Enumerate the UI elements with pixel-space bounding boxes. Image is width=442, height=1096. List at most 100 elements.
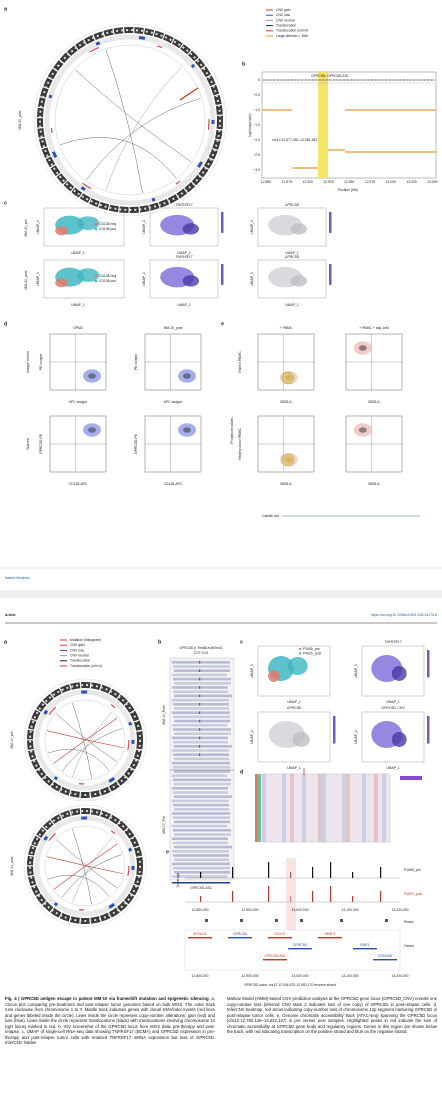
y-axis-label: PE isotype [134,354,138,370]
gene-title: TNFRSF17 [384,640,401,644]
read [172,787,228,790]
gene-title: GPRC5D_CNV [381,706,405,710]
x-axis-label: UMAP_1 [386,766,400,770]
plot-frame [43,259,125,299]
y-axis-label: PE isotype [39,354,43,370]
row-label: MM-20_post [24,271,28,290]
read [172,875,227,878]
heatmap-column [310,774,314,842]
x-axis-label: UMAP_1 [285,303,299,307]
translocation [75,69,192,162]
gene-title: TNFRSF17 [175,203,192,207]
coverage-peak [200,872,202,878]
panel-letter: b [242,61,246,67]
legend-label: CNV gain [70,643,85,647]
y-axis-label: GPRC5D-PE [134,433,138,454]
doi-link[interactable]: https://doi.org/10.1038/s41591-025-04175… [371,613,437,617]
read [172,673,227,677]
y-axis-label: UMAP_2 [250,220,254,234]
heatmap-column [278,774,282,842]
colorbar [221,212,224,233]
legend-label: CNV neutral [70,653,89,657]
inner-ring [44,825,126,907]
figure-graphics [0,23,442,971]
locus-label: GPRC5D locus: chr12 12,946,575-12,952,17… [244,983,336,987]
row-label: Healthy donor PBMC [238,428,242,460]
plot-frame [257,207,327,247]
read [172,837,228,840]
plot-frame [257,645,331,697]
legend-label: P1695_pre [303,647,320,651]
side-label: MM-20_post [18,111,22,130]
legend-label: CD138 pos [99,279,116,283]
coverage-peak [312,867,314,878]
gene-label: CDKN1B [378,954,392,958]
read [172,799,229,803]
gene-label: DDX47 [275,932,286,936]
heatmap-column [374,774,378,842]
y-axis-label: UMAP_2 [36,272,40,286]
peak [205,919,208,922]
plot-title: GPRC5D, GPRC5D-AS1 [311,74,349,78]
cell-cluster [76,268,100,283]
x-tick-label: 12.875 [282,180,292,184]
band-ring [39,29,221,211]
translocation [72,711,113,777]
read [172,862,230,866]
x-axis-label: APC isotype [164,400,183,404]
legend-swatch [298,652,302,655]
gene-label: GPRC5A [233,932,248,936]
plot-subtitle: CCF 0.91 [194,651,209,655]
x-axis-label: B525-A [280,482,292,486]
read [174,732,231,735]
read [172,711,230,714]
x-axis-label: UMAP_1 [71,251,85,255]
cell-cluster [391,666,407,681]
colorbar [221,264,224,285]
flow-panel: Isotype control OPM2 APC isotype PE isotype… [26,326,202,486]
x-tick-label: 13.050 [427,180,437,184]
x-tick-label: 13,100,000 [342,908,359,912]
read [174,808,229,811]
heatmap-column [362,774,366,842]
gene-model [172,882,230,884]
legend-label: Translocation (chr14) [276,29,308,33]
read [174,719,230,723]
page-break [0,590,442,598]
legend-label: Translocation [276,23,296,27]
translocation [48,748,110,771]
gene-model [188,937,212,939]
cnv-loss [35,690,135,790]
panel-letter: e [166,849,169,855]
heatmap-column [370,774,374,842]
read [173,778,231,782]
mutation-mark [199,745,201,748]
x-tick-label: 13,000,000 [292,908,309,912]
legend-label: Mutation (histogram) [70,638,101,642]
heatmap-column [366,774,370,842]
y-axis-label: log2(copy ratio) [248,113,252,136]
gene-label: HEBP1 [324,932,335,936]
x-axis-label: UMAP_1 [287,766,301,770]
plot-title: GPRC5D p.Thr88LeufsTer21 [179,646,223,650]
mutation-mark [199,728,201,731]
flow-panel: Patient PBMC + PBMC B525-A + PBMC + talq 1n… [238,326,403,486]
heatmap-column [382,774,386,842]
read [173,791,228,794]
panel-letter: d [240,769,243,775]
x-tick-label: 13,200,000 [392,908,409,912]
legend-swatch [94,222,98,226]
gene-title: GPRC5D [285,203,300,207]
coverage-peak [232,867,234,878]
column-title: MM-20_post [164,326,183,330]
x-axis-label: B525-A [280,400,292,404]
read [173,728,231,731]
coverage-peak [330,862,332,878]
x-axis-label: Position (Mb) [338,188,358,192]
coverage-peak [380,867,382,878]
translocation [61,728,123,772]
track-label: P4520_post [404,892,422,896]
panel-letter: b [158,639,162,645]
x-tick-label: 12.975 [365,180,375,184]
event-core [358,345,367,351]
